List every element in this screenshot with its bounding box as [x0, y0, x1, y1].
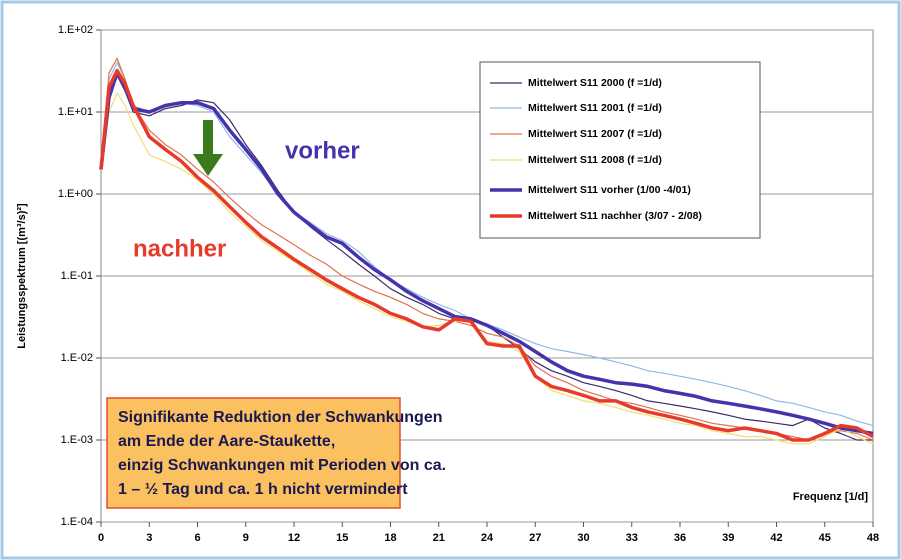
x-tick-label: 48 — [867, 532, 879, 544]
y-tick-label: 1.E+01 — [58, 106, 93, 118]
y-axis-label: Leistungsspektrum [(m³/s)²] — [16, 203, 28, 349]
annotation: nachher — [133, 235, 226, 262]
x-tick-label: 3 — [146, 532, 152, 544]
y-tick-label: 1.E+00 — [58, 188, 93, 200]
annotation: vorher — [285, 137, 360, 164]
note-box — [106, 397, 401, 509]
legend — [479, 61, 761, 239]
note-line: Signifikante Reduktion der Schwankungen — [118, 409, 442, 426]
x-tick-label: 33 — [626, 532, 638, 544]
x-tick-label: 24 — [481, 532, 494, 544]
note-line: 1 – ½ Tag und ca. 1 h nicht vermindert — [118, 481, 408, 498]
x-tick-label: 42 — [770, 532, 782, 544]
series-line — [99, 68, 874, 442]
x-tick-label: 12 — [288, 532, 300, 544]
x-tick-label: 30 — [577, 532, 589, 544]
x-tick-label: 9 — [243, 532, 249, 544]
legend-label: Mittelwert S11 2008 (f =1/d) — [528, 154, 662, 166]
y-tick-label: 1.E-04 — [61, 516, 93, 528]
y-tick-label: 1.E-01 — [61, 270, 93, 282]
lines — [99, 57, 874, 445]
legend-entries: Mittelwert S11 2000 (f =1/d) Mittelwert S… — [490, 77, 702, 222]
legend-label: Mittelwert S11 vorher (1/00 -4/01) — [528, 184, 691, 196]
series-line — [99, 71, 874, 436]
x-axis-label: Frequenz [1/d] — [793, 491, 869, 503]
legend-label: Mittelwert S11 2000 (f =1/d) — [528, 77, 662, 89]
x-tick-label: 0 — [98, 532, 104, 544]
x-tick-label: 18 — [384, 532, 396, 544]
x-tick-label: 36 — [674, 532, 686, 544]
legend-label: Mittelwert S11 nachher (3/07 - 2/08) — [528, 210, 702, 222]
y-tick-label: 1.E-03 — [61, 434, 93, 446]
x-tick-label: 27 — [529, 532, 541, 544]
legend-label: Mittelwert S11 2007 (f =1/d) — [528, 128, 662, 140]
x-tick-label: 39 — [722, 532, 734, 544]
legend-label: Mittelwert S11 2001 (f =1/d) — [528, 102, 662, 114]
y-tick-label: 1.E+02 — [58, 24, 93, 36]
x-tick-label: 45 — [819, 532, 831, 544]
note-line: einzig Schwankungen mit Perioden von ca. — [118, 457, 446, 474]
x-tick-label: 15 — [336, 532, 348, 544]
x-tick-label: 21 — [433, 532, 445, 544]
y-tick-label: 1.E-02 — [61, 352, 93, 364]
note: Signifikante Reduktion der Schwankungen a… — [118, 409, 446, 498]
x-tick-label: 6 — [194, 532, 200, 544]
note-line: am Ende der Aare-Staukette, — [118, 433, 335, 450]
arrow — [193, 120, 223, 176]
